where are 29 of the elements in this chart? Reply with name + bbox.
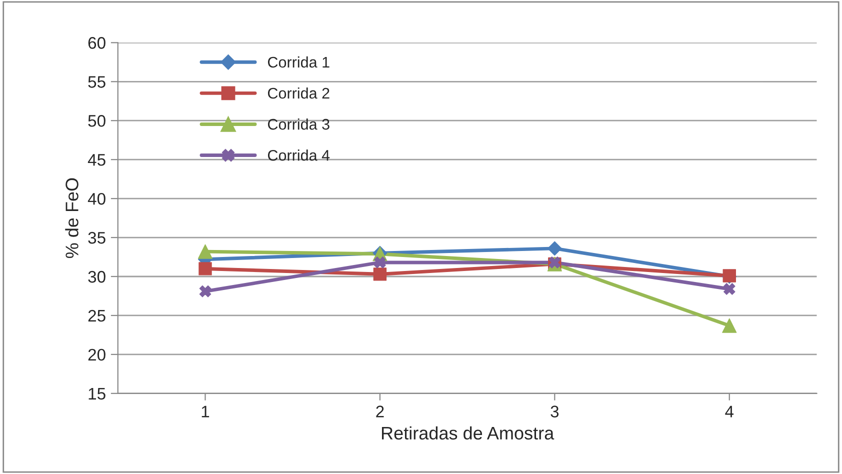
point: [198, 262, 212, 276]
legend-label: Corrida 4: [268, 150, 330, 161]
point: [722, 318, 737, 333]
point: [198, 244, 213, 259]
y-tick-label: 25: [88, 310, 106, 322]
legend-label: Corrida 3: [268, 118, 330, 130]
point: [199, 285, 212, 298]
legend-label: Corrida 1: [268, 56, 330, 68]
y-tick-label: 40: [88, 192, 106, 205]
y-tick-label: 35: [88, 232, 106, 244]
x-tick-label: 2: [376, 406, 384, 418]
point: [548, 256, 561, 268]
point: [373, 268, 387, 281]
x-tick-label: 4: [725, 406, 734, 418]
point: [374, 256, 386, 268]
x-tick-label: 3: [550, 406, 559, 418]
y-tick-label: 30: [88, 270, 106, 283]
x-axis-title: Retiradas de Amostra: [382, 426, 554, 440]
legend-label: Corrida 2: [268, 87, 330, 99]
y-tick-label: 60: [88, 37, 106, 49]
point: [723, 283, 736, 295]
y-axis-title: % de FeO: [65, 178, 78, 258]
y-tick-label: 45: [88, 154, 106, 166]
y-tick-label: 50: [88, 115, 106, 127]
y-tick-label: 20: [88, 348, 106, 361]
x-tick-label: 1: [202, 406, 210, 418]
y-tick-label: 55: [88, 76, 106, 88]
point: [547, 241, 562, 256]
y-tick-label: 15: [88, 388, 106, 400]
